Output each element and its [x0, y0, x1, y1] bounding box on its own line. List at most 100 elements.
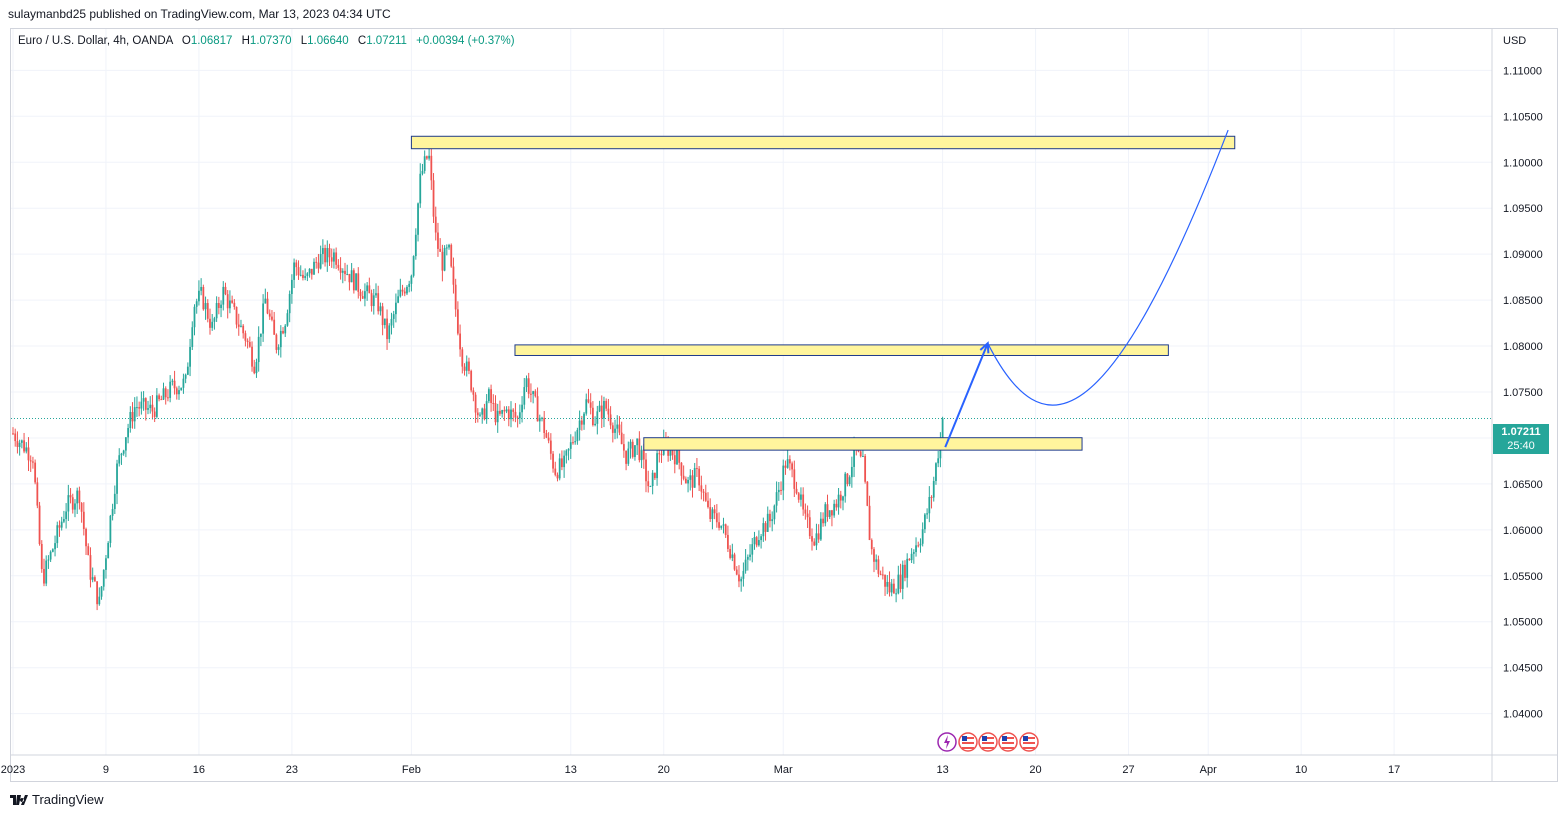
- candle-body: [746, 556, 749, 560]
- flag-canton-icon: [962, 736, 967, 741]
- candle-body: [383, 318, 386, 326]
- candle-body: [536, 396, 539, 422]
- symbol-legend: Euro / U.S. Dollar, 4h, OANDA O1.06817 H…: [18, 35, 515, 47]
- candle-body: [912, 552, 915, 554]
- y-tick-label: 1.10500: [1503, 111, 1543, 123]
- candle-body: [178, 390, 180, 395]
- flag-stripe-icon: [982, 737, 994, 739]
- candle-body: [906, 558, 909, 578]
- x-tick-label: 9: [103, 764, 109, 776]
- footer-brand[interactable]: TradingView: [10, 792, 104, 807]
- candle-body: [282, 330, 284, 334]
- candle-body: [34, 462, 37, 483]
- candle-body: [474, 394, 477, 413]
- candle-body: [516, 417, 519, 419]
- candle-body: [231, 300, 234, 303]
- candle-body: [330, 257, 333, 262]
- candle-body: [616, 424, 619, 429]
- candle-body: [806, 513, 809, 518]
- candle-body: [576, 429, 579, 442]
- candle-body: [596, 411, 599, 424]
- candle-body: [574, 441, 577, 443]
- candle-body: [733, 554, 736, 570]
- symbol-name: Euro / U.S. Dollar, 4h, OANDA: [18, 35, 173, 47]
- candle-body: [428, 155, 431, 159]
- candle-body: [352, 270, 355, 291]
- candle-body: [124, 437, 127, 451]
- candle-body: [222, 286, 225, 305]
- candle-body: [620, 432, 623, 445]
- candle-body: [450, 244, 453, 267]
- candle-body: [47, 559, 50, 561]
- currency-label[interactable]: USD: [1503, 35, 1527, 47]
- resistance-zone: [410, 135, 1236, 150]
- candle-body: [259, 333, 262, 337]
- y-tick-label: 1.08000: [1503, 341, 1543, 353]
- candle-body: [853, 444, 855, 467]
- candle-body: [815, 533, 818, 546]
- candle-body: [417, 203, 419, 235]
- candle-body: [738, 574, 740, 582]
- candle-body: [552, 453, 554, 469]
- candle-body: [638, 438, 641, 461]
- candle-body: [295, 262, 298, 268]
- candle-body: [423, 156, 426, 171]
- open-value: 1.06817: [190, 35, 233, 47]
- x-tick-label: Feb: [402, 764, 421, 776]
- candle-body: [293, 262, 295, 280]
- candle-body: [346, 274, 349, 276]
- candle-body: [682, 475, 685, 479]
- candle-body: [299, 274, 302, 276]
- candle-body: [649, 486, 652, 488]
- candle-body: [658, 453, 661, 455]
- candle-body: [589, 402, 592, 408]
- candle-body: [673, 455, 676, 465]
- candle-body: [622, 444, 625, 451]
- candle-body: [523, 387, 526, 405]
- candle-body: [634, 445, 636, 457]
- candle-body: [578, 420, 581, 430]
- candle-body: [229, 300, 231, 309]
- candle-body: [302, 274, 304, 278]
- candle-body: [98, 596, 101, 605]
- candle-body: [605, 400, 608, 409]
- candle-body: [361, 296, 364, 299]
- candle-body: [594, 423, 597, 426]
- candle-body: [372, 295, 375, 307]
- x-tick-label: 10: [1295, 764, 1307, 776]
- candle-body: [923, 514, 926, 530]
- candle-body: [514, 411, 517, 418]
- candle-body: [421, 170, 424, 174]
- candle-body: [800, 494, 802, 500]
- candle-body: [833, 503, 836, 516]
- candle-body: [131, 412, 134, 422]
- candle-body: [501, 410, 504, 414]
- flag-canton-icon: [982, 736, 987, 741]
- candle-body: [766, 513, 769, 532]
- candle-body: [802, 494, 805, 510]
- candle-body: [727, 534, 729, 549]
- change-value: +0.00394 (+0.37%): [416, 35, 515, 47]
- candle-body: [355, 273, 357, 291]
- candle-body: [29, 460, 32, 462]
- candle-body: [359, 291, 362, 297]
- bar-countdown: 25:40: [1507, 440, 1535, 452]
- candle-body: [835, 503, 838, 508]
- candle-body: [240, 325, 242, 327]
- candle-body: [676, 448, 678, 465]
- candle-body: [151, 404, 154, 412]
- candle-body: [82, 511, 85, 529]
- candle-body: [286, 313, 289, 326]
- candle-body: [777, 489, 780, 493]
- candle-body: [195, 301, 198, 307]
- candle-body: [377, 293, 380, 312]
- candle-body: [932, 481, 935, 498]
- candle-body: [169, 381, 172, 398]
- candle-body: [78, 490, 81, 504]
- candle-body: [636, 438, 639, 446]
- candle-body: [505, 409, 508, 412]
- candle-body: [512, 409, 515, 412]
- candle-body: [437, 232, 439, 249]
- candle-body: [625, 450, 627, 464]
